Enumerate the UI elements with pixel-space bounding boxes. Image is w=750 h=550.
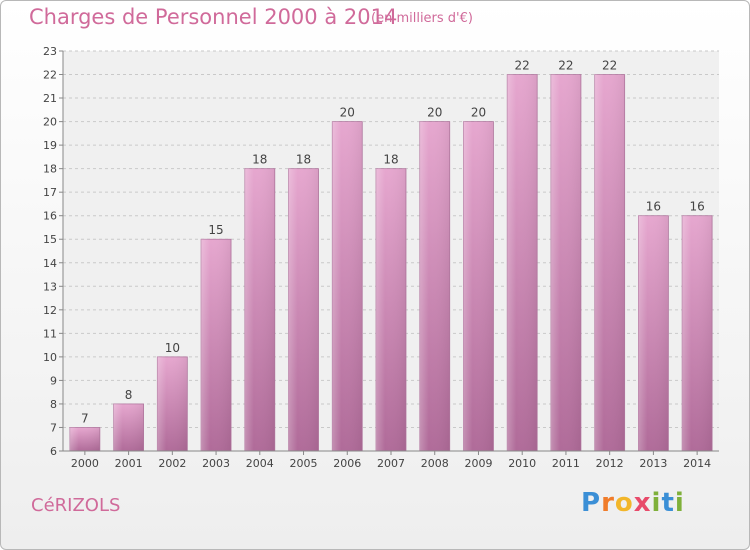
- logo-letter: t: [661, 488, 675, 518]
- y-tick-label: 15: [43, 233, 57, 246]
- x-tick-label: 2009: [464, 457, 492, 470]
- y-tick-label: 14: [43, 257, 57, 270]
- data-label: 8: [125, 388, 133, 402]
- x-tick-label: 2003: [202, 457, 230, 470]
- y-tick-label: 12: [43, 304, 57, 317]
- x-tick-label: 2014: [683, 457, 711, 470]
- logo-letter: r: [601, 488, 615, 518]
- data-label: 20: [340, 106, 355, 120]
- x-tick-label: 2008: [421, 457, 449, 470]
- x-tick-label: 2011: [552, 457, 580, 470]
- y-tick-label: 7: [50, 421, 57, 434]
- data-label: 18: [296, 153, 311, 167]
- chart-subtitle: (en milliers d'€): [371, 11, 473, 26]
- x-tick-label: 2004: [246, 457, 274, 470]
- y-tick-label: 23: [43, 45, 57, 58]
- data-label: 7: [81, 411, 89, 425]
- bar-shine: [550, 74, 581, 451]
- bar-shine: [682, 215, 713, 451]
- y-tick-label: 16: [43, 210, 57, 223]
- y-tick-label: 21: [43, 92, 57, 105]
- commune-name: CéRIZOLS: [31, 495, 121, 516]
- x-tick-label: 2001: [115, 457, 143, 470]
- y-tick-label: 17: [43, 186, 57, 199]
- bar-shine: [288, 168, 319, 451]
- data-label: 16: [689, 200, 704, 214]
- x-tick-label: 2012: [596, 457, 624, 470]
- y-tick-label: 19: [43, 139, 57, 152]
- bar-shine: [463, 121, 494, 452]
- y-tick-label: 8: [50, 398, 57, 411]
- bar-shine: [244, 168, 275, 451]
- bar-shine: [507, 74, 538, 451]
- x-tick-label: 2013: [639, 457, 667, 470]
- logo-letter: P: [581, 488, 602, 518]
- data-label: 20: [471, 106, 486, 120]
- data-label: 15: [208, 223, 223, 237]
- y-tick-label: 9: [50, 374, 57, 387]
- bar-shine: [638, 215, 669, 451]
- x-tick-label: 2006: [333, 457, 361, 470]
- logo-letter: i: [651, 488, 662, 518]
- x-tick-label: 2005: [290, 457, 318, 470]
- y-tick-label: 13: [43, 280, 57, 293]
- bar-shine: [594, 74, 625, 451]
- bar-shine: [201, 239, 232, 451]
- data-label: 18: [252, 153, 267, 167]
- logo-letter: o: [614, 488, 634, 518]
- x-tick-label: 2000: [71, 457, 99, 470]
- y-tick-label: 10: [43, 351, 57, 364]
- data-label: 22: [602, 59, 617, 73]
- x-tick-label: 2007: [377, 457, 405, 470]
- y-tick-label: 11: [43, 327, 57, 340]
- y-tick-label: 18: [43, 163, 57, 176]
- data-label: 20: [427, 106, 442, 120]
- x-tick-label: 2002: [158, 457, 186, 470]
- bar-shine: [113, 403, 144, 451]
- chart-title: Charges de Personnel 2000 à 2014: [29, 5, 398, 29]
- y-tick-label: 22: [43, 69, 57, 82]
- y-tick-label: 20: [43, 116, 57, 129]
- proxiti-logo: Proxiti: [581, 488, 685, 518]
- bar-layer: 7 8 10 15 18 18 20 18 20 20 22 22 22 16 16: [69, 59, 713, 452]
- x-tick-label: 2010: [508, 457, 536, 470]
- data-label: 22: [558, 59, 573, 73]
- data-label: 18: [383, 153, 398, 167]
- bar-shine: [419, 121, 450, 452]
- axis-layer: 6 7 8 9 10 11 12 13 14 15 16 17 18 19 20 21 22 23 2000 2001…: [43, 45, 719, 470]
- bar-shine: [69, 427, 100, 451]
- logo-letter: i: [674, 488, 685, 518]
- logo-letter: x: [633, 488, 652, 518]
- bar-shine: [332, 121, 363, 452]
- bar-shine: [157, 356, 188, 451]
- data-label: 16: [646, 200, 661, 214]
- bar-shine: [376, 168, 406, 451]
- data-label: 10: [165, 341, 180, 355]
- y-tick-label: 6: [50, 445, 57, 458]
- data-label: 22: [515, 59, 530, 73]
